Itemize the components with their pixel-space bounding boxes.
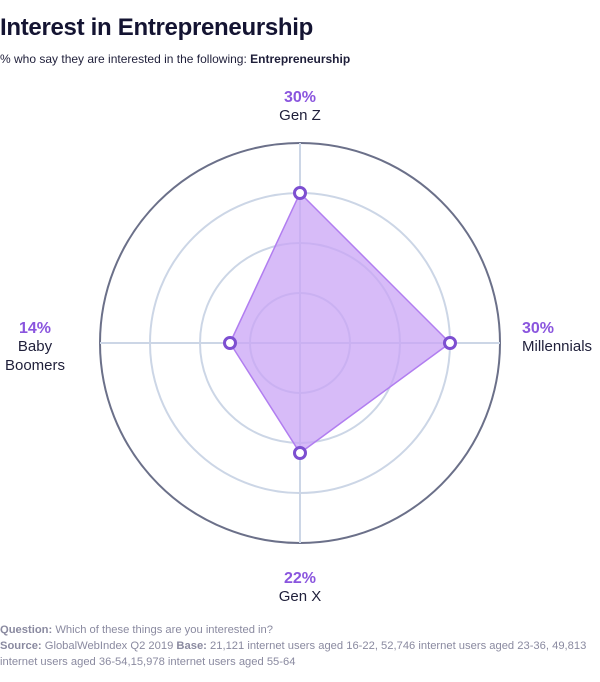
base-label: Base:	[176, 640, 207, 652]
data-point	[443, 336, 457, 350]
value-label: 22%	[284, 570, 316, 587]
data-point	[223, 336, 237, 350]
subtitle-topic: Entrepreneurship	[250, 52, 351, 66]
source-line: Source: GlobalWebIndex Q2 2019 Base: 21,…	[0, 638, 600, 670]
category-label: Gen Z	[279, 107, 321, 124]
question-label: Question:	[0, 624, 53, 636]
source-label: Source:	[0, 640, 42, 652]
base-text: 21,121 internet users aged 16-22, 52,746…	[0, 640, 587, 668]
source-text: GlobalWebIndex Q2 2019	[41, 640, 177, 652]
value-label: 30%	[284, 89, 316, 106]
chart-footer: Question: Which of these things are you …	[0, 622, 600, 670]
category-label: Baby	[18, 338, 53, 355]
category-label: Boomers	[5, 357, 65, 374]
subtitle-text: % who say they are interested in the fol…	[0, 52, 251, 66]
question-text: Which of these things are you interested…	[52, 624, 273, 636]
chart-subtitle: % who say they are interested in the fol…	[0, 52, 350, 66]
value-label: 14%	[19, 320, 51, 337]
data-area	[229, 191, 452, 455]
data-point	[293, 446, 307, 460]
data-point	[293, 186, 307, 200]
chart-title: Interest in Entrepreneurship	[0, 14, 313, 41]
category-label: Gen X	[279, 588, 322, 605]
question-line: Question: Which of these things are you …	[0, 622, 600, 638]
value-label: 30%	[522, 320, 554, 337]
category-label: Millennials	[522, 338, 592, 355]
